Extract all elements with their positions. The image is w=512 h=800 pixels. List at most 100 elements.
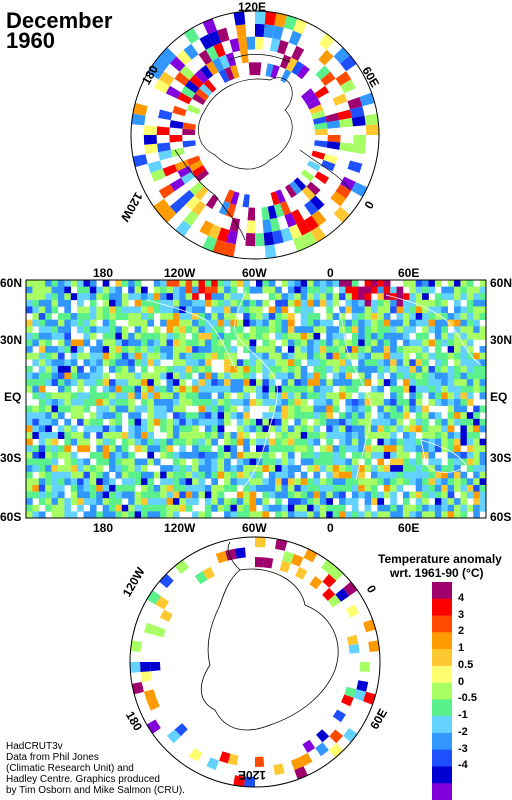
grid-cell xyxy=(96,458,103,466)
grid-cell xyxy=(243,379,250,387)
arctic-cell xyxy=(222,242,236,258)
grid-cell xyxy=(434,432,442,439)
grid-cell xyxy=(89,372,97,380)
grid-cell xyxy=(134,511,142,519)
grid-cell xyxy=(96,478,103,486)
grid-cell xyxy=(390,432,397,439)
grid-cell xyxy=(396,365,404,373)
grid-cell xyxy=(211,332,218,340)
grid-cell xyxy=(57,451,65,459)
legend-label: 0.5 xyxy=(458,658,474,671)
world-bottom-label-0: 0 xyxy=(327,521,334,535)
grid-cell xyxy=(153,491,161,499)
grid-cell xyxy=(51,504,59,512)
grid-cell xyxy=(402,432,410,439)
grid-cell xyxy=(256,313,263,320)
grid-cell xyxy=(422,445,429,453)
grid-cell xyxy=(198,491,206,499)
grid-cell xyxy=(454,498,461,506)
grid-cell xyxy=(51,399,59,406)
grid-cell xyxy=(256,319,263,327)
grid-cell xyxy=(57,504,65,512)
grid-cell xyxy=(83,359,91,367)
grid-cell xyxy=(128,412,135,420)
arctic-cell xyxy=(217,227,230,243)
grid-cell xyxy=(332,405,340,413)
grid-cell xyxy=(262,491,270,499)
grid-cell xyxy=(319,465,327,473)
grid-cell xyxy=(364,372,372,380)
grid-cell xyxy=(204,504,212,512)
grid-cell xyxy=(115,339,123,347)
grid-cell xyxy=(121,465,129,473)
grid-cell xyxy=(192,399,199,406)
grid-cell xyxy=(326,478,333,486)
grid-cell xyxy=(479,306,487,314)
grid-cell xyxy=(96,445,103,453)
grid-cell xyxy=(479,445,487,453)
grid-cell xyxy=(383,286,391,294)
grid-cell xyxy=(217,451,225,459)
grid-cell xyxy=(479,332,487,340)
antarctic-cell xyxy=(130,662,141,673)
grid-cell xyxy=(262,412,270,420)
grid-cell xyxy=(141,511,148,519)
grid-cell xyxy=(26,412,33,420)
grid-cell xyxy=(160,504,167,512)
grid-cell xyxy=(179,432,187,439)
grid-cell xyxy=(64,359,72,367)
grid-cell xyxy=(358,491,365,499)
antarctic-cell xyxy=(322,587,336,601)
grid-cell xyxy=(409,465,417,473)
grid-cell xyxy=(460,478,468,486)
grid-cell xyxy=(294,478,302,486)
grid-cell xyxy=(287,438,295,446)
grid-cell xyxy=(447,471,455,479)
grid-cell xyxy=(89,365,97,373)
legend-label: 2 xyxy=(458,625,465,638)
grid-cell xyxy=(454,280,461,287)
grid-cell xyxy=(198,379,206,387)
antarctic-cell xyxy=(255,756,265,767)
arctic-cell xyxy=(277,40,289,55)
grid-cell xyxy=(96,293,103,301)
grid-cell xyxy=(351,478,359,486)
grid-cell xyxy=(447,286,455,294)
grid-cell xyxy=(45,299,52,307)
grid-cell xyxy=(102,326,110,334)
grid-cell xyxy=(153,359,161,367)
grid-cell xyxy=(204,293,212,301)
arctic-cell xyxy=(301,186,316,201)
grid-cell xyxy=(109,432,116,439)
grid-cell xyxy=(198,399,206,406)
grid-cell xyxy=(45,432,52,439)
grid-cell xyxy=(358,405,365,413)
grid-cell xyxy=(70,465,78,473)
grid-cell xyxy=(217,465,225,473)
grid-cell xyxy=(351,432,359,439)
grid-cell xyxy=(179,293,187,301)
grid-cell xyxy=(211,478,218,486)
grid-cell xyxy=(460,286,468,294)
grid-cell xyxy=(383,339,391,347)
grid-cell xyxy=(326,498,333,506)
grid-cell xyxy=(121,399,129,406)
grid-cell xyxy=(38,491,46,499)
grid-cell xyxy=(198,458,206,466)
grid-cell xyxy=(371,445,378,453)
grid-cell xyxy=(83,286,91,294)
grid-cell xyxy=(128,458,135,466)
grid-cell xyxy=(396,306,404,314)
grid-cell xyxy=(377,471,385,479)
grid-cell xyxy=(454,339,461,347)
grid-cell xyxy=(415,392,423,400)
grid-cell xyxy=(434,306,442,314)
arctic-cell xyxy=(347,160,363,173)
grid-cell xyxy=(287,365,295,373)
grid-cell xyxy=(319,293,327,301)
grid-cell xyxy=(172,352,180,360)
grid-cell xyxy=(243,293,250,301)
grid-cell xyxy=(32,286,40,294)
arctic-cell xyxy=(340,176,356,191)
grid-cell xyxy=(460,293,468,301)
